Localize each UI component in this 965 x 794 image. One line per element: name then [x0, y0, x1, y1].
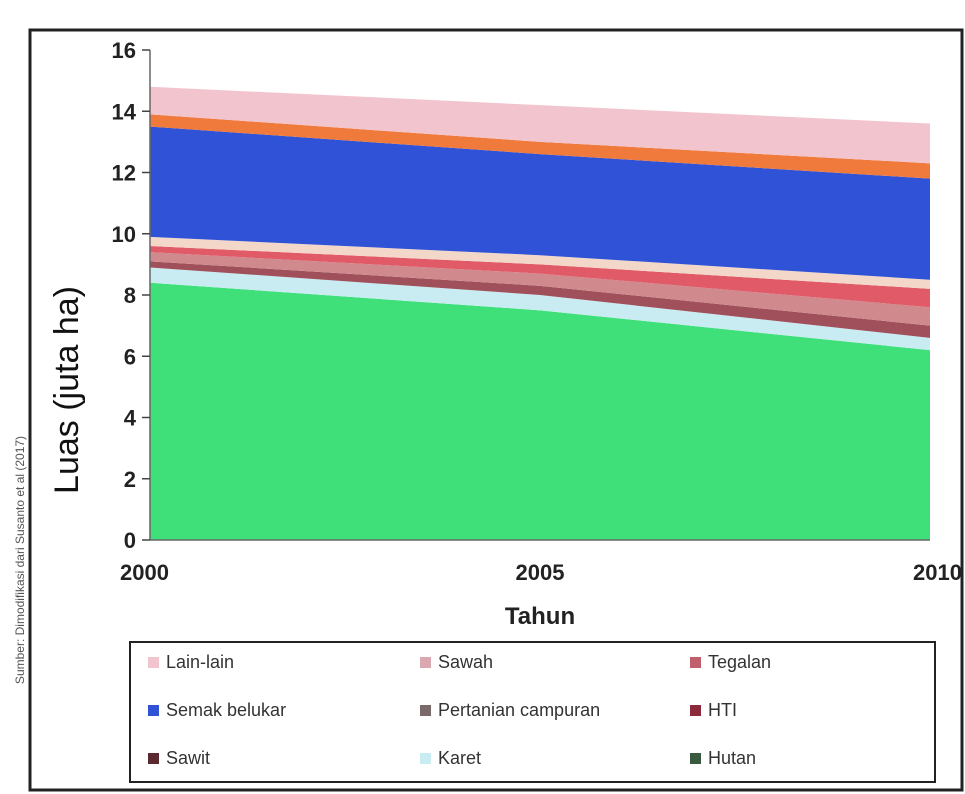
x-axis-title: Tahun	[505, 603, 575, 630]
y-tick-label: 10	[112, 222, 136, 247]
y-tick-label: 6	[124, 344, 136, 369]
area-hti	[150, 252, 930, 326]
legend-swatch	[148, 753, 159, 764]
legend-label: Sawit	[166, 748, 210, 768]
y-tick-label: 2	[124, 467, 136, 492]
y-tick-label: 4	[124, 406, 137, 431]
area-lain-lain	[150, 86, 930, 164]
y-tick-label: 12	[112, 161, 136, 186]
legend-swatch	[690, 705, 701, 716]
legend-label: Tegalan	[708, 652, 771, 672]
chart-frame	[28, 28, 964, 792]
y-axis-title: Luas (juta ha)	[48, 286, 86, 494]
legend-swatch	[420, 753, 431, 764]
source-note: Sumber: Dimodifikasi dari Susanto et al …	[13, 436, 27, 684]
legend-swatch	[420, 657, 431, 668]
y-tick-label: 0	[124, 528, 136, 553]
legend-swatch	[148, 705, 159, 716]
area-hutan	[150, 282, 930, 540]
legend: Lain-lain Sawah Tegalan Semak belukar Pertan…	[148, 652, 771, 768]
y-tick-label: 8	[124, 283, 136, 308]
legend-box	[129, 641, 936, 783]
area-pertanian-campuran	[150, 246, 930, 308]
area-karet	[150, 267, 930, 351]
area-sawah	[150, 114, 930, 179]
area-semak-belukar	[150, 126, 930, 280]
axes: 0 2 4 6 8 10 12 14 16 2000 2005 2010	[112, 38, 962, 585]
area-layers	[150, 86, 930, 540]
legend-label: Lain-lain	[166, 652, 234, 672]
x-tick-label: 2005	[516, 560, 565, 585]
x-tick-label: 2000	[120, 560, 169, 585]
legend-label: Sawah	[438, 652, 493, 672]
legend-swatch	[420, 705, 431, 716]
legend-label: HTI	[708, 700, 737, 720]
legend-label: Semak belukar	[166, 700, 286, 720]
legend-swatch	[690, 753, 701, 764]
area-sawit	[150, 261, 930, 338]
legend-swatch	[690, 657, 701, 668]
legend-label: Karet	[438, 748, 481, 768]
legend-label: Pertanian campuran	[438, 700, 600, 720]
y-tick-label: 16	[112, 38, 136, 63]
legend-swatch	[148, 657, 159, 668]
x-tick-label: 2010	[913, 560, 962, 585]
area-tegalan	[150, 236, 930, 289]
legend-label: Hutan	[708, 748, 756, 768]
y-tick-label: 14	[112, 99, 137, 124]
